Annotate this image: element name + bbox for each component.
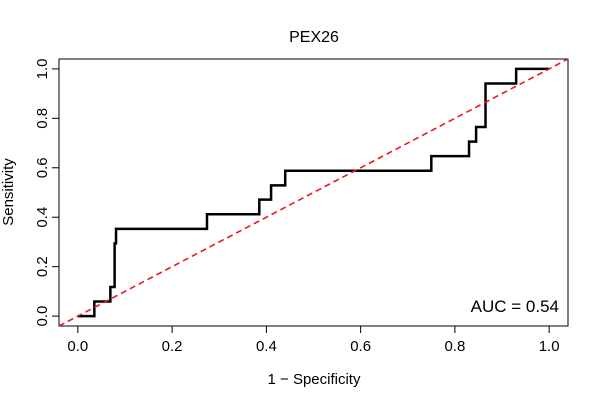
y-tick-label: 0.2	[34, 256, 51, 277]
x-tick-label: 0.0	[67, 338, 88, 355]
y-tick-label: 0.4	[34, 207, 51, 228]
y-axis: 0.0 0.2 0.4 0.6 0.8 1.0	[34, 58, 60, 327]
y-tick-label: 0.6	[34, 157, 51, 178]
x-tick-label: 0.6	[350, 338, 371, 355]
y-tick-label: 0.8	[34, 108, 51, 129]
chart-title: PEX26	[289, 29, 339, 46]
y-axis-label: Sensitivity	[0, 158, 17, 226]
x-axis: 0.0 0.2 0.4 0.6 0.8 1.0	[67, 325, 560, 355]
x-tick-label: 1.0	[539, 338, 560, 355]
x-tick-label: 0.2	[162, 338, 183, 355]
x-tick-label: 0.4	[256, 338, 277, 355]
reference-diagonal-line	[59, 59, 568, 326]
auc-annotation: AUC = 0.54	[471, 297, 559, 316]
series-layer	[59, 59, 568, 326]
roc-curve-line	[77, 67, 550, 318]
x-axis-label: 1 − Specificity	[268, 371, 361, 388]
y-tick-label: 0.0	[34, 306, 51, 327]
plot-frame	[58, 58, 569, 327]
x-tick-label: 0.8	[444, 338, 465, 355]
y-tick-label: 1.0	[34, 58, 51, 79]
